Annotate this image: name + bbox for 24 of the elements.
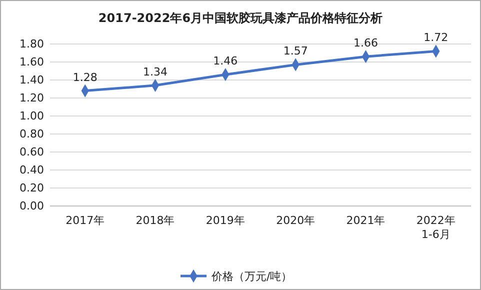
y-tick-label: 0.80 bbox=[20, 128, 44, 141]
y-tick-label: 0.20 bbox=[20, 182, 44, 195]
data-label: 1.66 bbox=[354, 36, 378, 50]
data-label: 1.72 bbox=[424, 31, 448, 44]
y-tick-label: 1.80 bbox=[20, 38, 44, 51]
x-tick-label: 2021年 bbox=[346, 214, 386, 227]
y-tick-label: 1.20 bbox=[20, 92, 44, 105]
y-tick-label: 1.00 bbox=[20, 110, 44, 123]
x-tick-label: 2020年 bbox=[276, 214, 316, 227]
x-tick-label: 2017年 bbox=[66, 214, 105, 227]
legend-label: 价格（万元/吨） bbox=[210, 270, 292, 283]
data-label: 1.28 bbox=[72, 70, 98, 84]
y-tick-label: 1.40 bbox=[20, 74, 44, 87]
y-tick-label: 0.40 bbox=[20, 164, 44, 177]
x-tick-label: 2018年 bbox=[136, 214, 175, 227]
data-label: 1.34 bbox=[143, 65, 168, 78]
y-tick-label: 1.60 bbox=[20, 56, 44, 69]
data-label: 1.46 bbox=[213, 54, 238, 68]
y-tick-label: 0.00 bbox=[20, 200, 44, 213]
chart-title: 2017-2022年6月中国软胶玩具漆产品价格特征分析 bbox=[98, 11, 383, 25]
x-tick-label: 2019年 bbox=[206, 214, 245, 227]
data-label: 1.57 bbox=[283, 44, 308, 58]
x-tick-label: 2022年 1-6月 bbox=[416, 214, 456, 241]
y-tick-label: 0.60 bbox=[20, 146, 44, 159]
